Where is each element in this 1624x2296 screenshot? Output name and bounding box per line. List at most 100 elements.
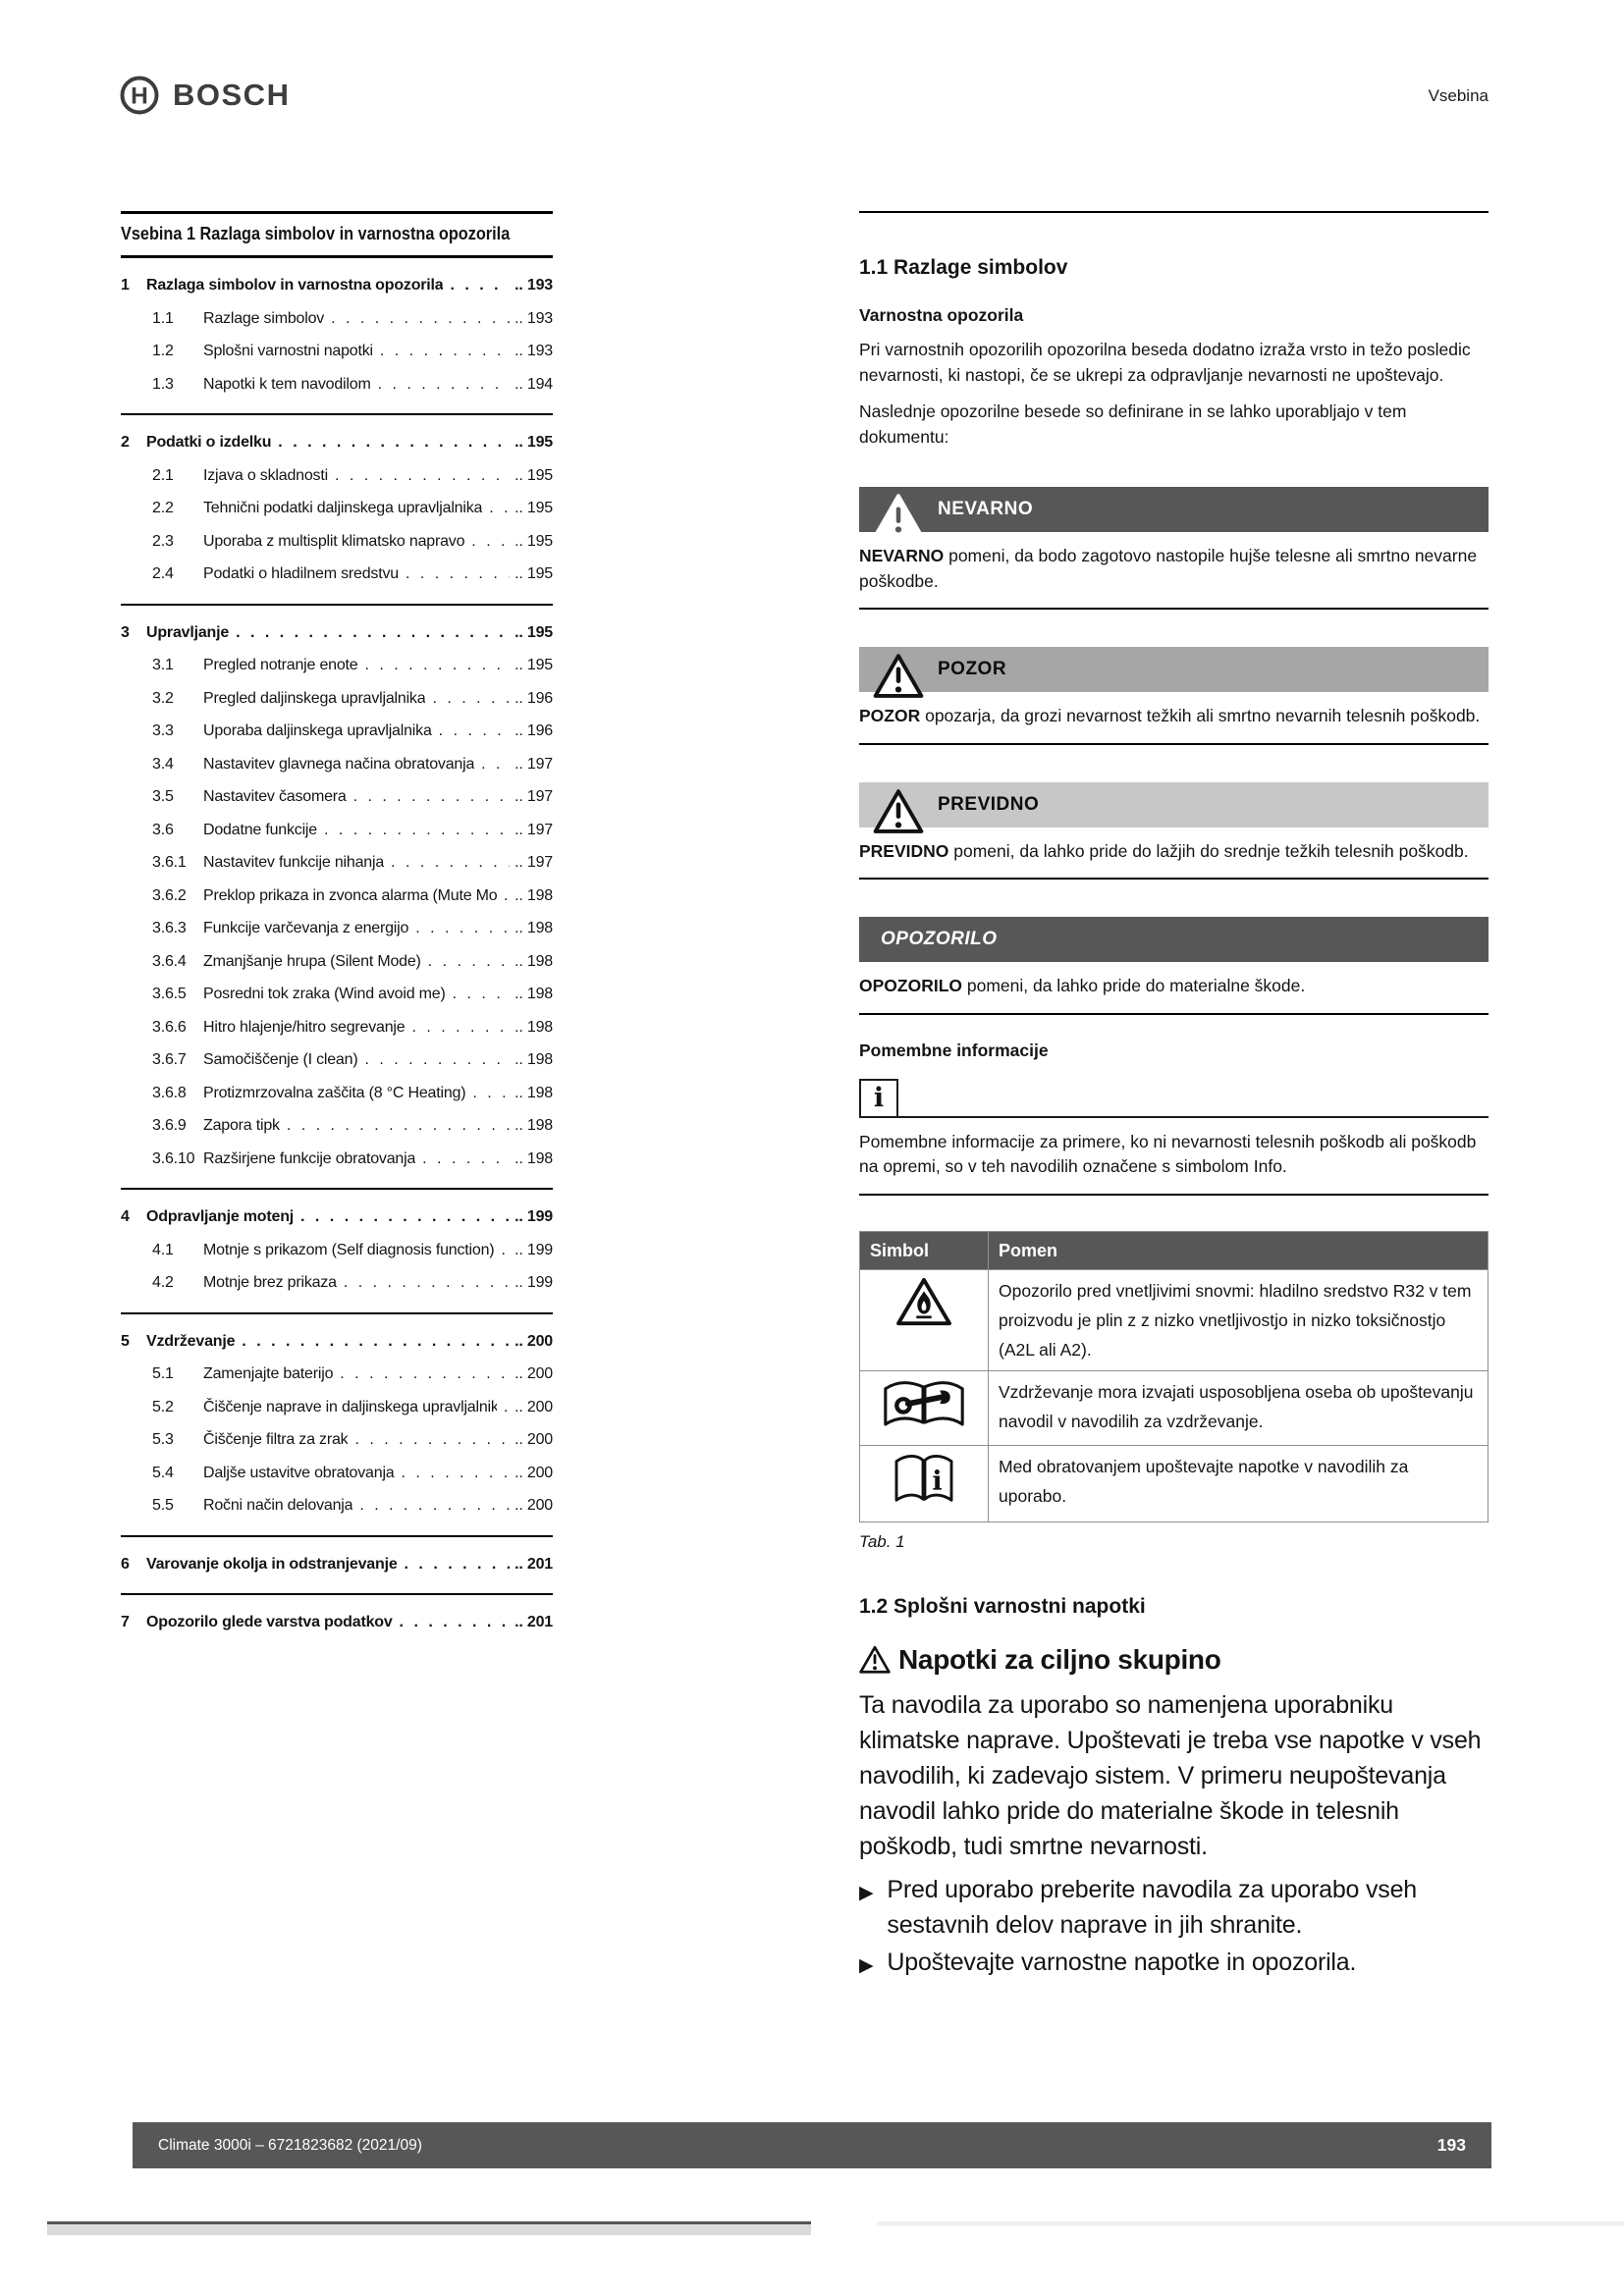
warning-triangle-icon	[859, 1645, 891, 1674]
toc-entry[interactable]: 5.1 Zamenjajte baterijo 200	[121, 1358, 553, 1391]
warning-block: POZOR POZOR opozarja, da grozi nevarnost…	[859, 647, 1489, 745]
toc-entry-title: Razlaga simbolov in varnostna opozorila	[146, 277, 444, 294]
toc-entry[interactable]: 3.6.8 Protizmrzovalna zaščita (8 °C Heat…	[121, 1077, 553, 1110]
toc-entry[interactable]: 3.6.6 Hitro hlajenje/hitro segrevanje 19…	[121, 1011, 553, 1044]
toc-entry-number: 4	[121, 1208, 130, 1225]
toc-subentries: 1.1 Razlage simbolov 193 1.2 Splošni var…	[121, 302, 553, 401]
warning-banner: PREVIDNO	[859, 781, 1489, 833]
toc-entry[interactable]: 7 Opozorilo glede varstva podatkov 201	[121, 1606, 553, 1639]
toc-leader-dots	[300, 1201, 510, 1234]
toc-entry-title: Napotki k tem navodilom	[203, 375, 371, 393]
toc-entry[interactable]: 3.6.10 Razširjene funkcije obratovanja 1…	[121, 1143, 553, 1176]
meaning-cell: Med obratovanjem upoštevajte napotke v n…	[988, 1444, 1489, 1522]
toc-entry[interactable]: 2.4 Podatki o hladilnem sredstvu 195	[121, 558, 553, 591]
toc-entry-title: Opozorilo glede varstva podatkov	[146, 1614, 393, 1630]
toc-leader-dots	[242, 1325, 510, 1359]
toc-entry[interactable]: 5 Vzdrževanje 200	[121, 1325, 553, 1359]
toc-leader-dots	[472, 1077, 510, 1110]
toc-entry-number: 2	[121, 434, 130, 451]
toc-entry[interactable]: 3.6 Dodatne funkcije 197	[121, 814, 553, 847]
table-of-contents: 1 Razlaga simbolov in varnostna opozoril…	[121, 258, 553, 1652]
toc-entry-number: 1.3	[152, 375, 174, 393]
table-row: i Vzdrževanje mora izvajati usposobljena…	[859, 1369, 1489, 1446]
next-page-edge	[47, 2221, 811, 2235]
toc-entry[interactable]: 3.6.4 Zmanjšanje hrupa (Silent Mode) 198	[121, 945, 553, 979]
toc-entry-title: Čiščenje filtra za zrak	[203, 1431, 349, 1448]
toc-leader-dots	[380, 335, 510, 368]
toc-entry-number: 1	[121, 277, 130, 294]
toc-entry-page: 194	[514, 368, 553, 401]
paragraph: Naslednje opozorilne besede so definiran…	[859, 401, 1407, 447]
toc-entry-number: 5	[121, 1332, 130, 1350]
toc-entry[interactable]: 2.3 Uporaba z multisplit klimatsko napra…	[121, 525, 553, 559]
toc-entry-title: Varovanje okolja in odstranjevanje	[146, 1555, 398, 1573]
toc-entry[interactable]: 1 Razlaga simbolov in varnostna opozoril…	[121, 269, 553, 302]
toc-leader-dots	[489, 492, 510, 525]
toc-entry[interactable]: 5.2 Čiščenje naprave in daljinskega upra…	[121, 1391, 553, 1424]
toc-entry-page: 193	[514, 335, 553, 368]
target-group-heading-text: Napotki za ciljno skupino	[898, 1643, 1221, 1675]
toc-entry-number: 3.6.9	[152, 1117, 187, 1134]
toc-entry[interactable]: 2 Podatki o izdelku 195	[121, 426, 553, 459]
page-footer: Climate 3000i – 6721823682 (2021/09) 193	[133, 2122, 1491, 2168]
toc-leader-dots	[287, 1109, 510, 1143]
toc-entry[interactable]: 2.2 Tehnični podatki daljinskega upravlj…	[121, 492, 553, 525]
toc-entry[interactable]: 1.2 Splošni varnostni napotki 193	[121, 335, 553, 368]
toc-entry[interactable]: 5.3 Čiščenje filtra za zrak 200	[121, 1423, 553, 1457]
toc-entry-page: 198	[514, 1077, 553, 1110]
toc-entry[interactable]: 5.4 Daljše ustavitve obratovanja 200	[121, 1457, 553, 1490]
toc-leader-dots	[504, 880, 510, 913]
toc-entry-page: 201	[514, 1548, 553, 1581]
toc-entry-number: 3.5	[152, 788, 174, 805]
toc-entry[interactable]: 4.2 Motnje brez prikaza 199	[121, 1266, 553, 1300]
toc-entry-page: 198	[514, 1011, 553, 1044]
toc-entry[interactable]: 3.6.1 Nastavitev funkcije nihanja 197	[121, 846, 553, 880]
toc-chapter-block: 5 Vzdrževanje 200 5.1 Zamenjajte baterij…	[121, 1314, 553, 1537]
toc-entry[interactable]: 3.6.9 Zapora tipk 198	[121, 1109, 553, 1143]
toc-entry[interactable]: 3 Upravljanje 195	[121, 616, 553, 650]
toc-entry[interactable]: 4 Odpravljanje motenj 199	[121, 1201, 553, 1234]
warning-explanation: POZOR opozarja, da grozi nevarnost težki…	[859, 706, 1481, 725]
toc-entry[interactable]: 3.2 Pregled daljinskega upravljalnika 19…	[121, 682, 553, 716]
toc-entry-title: Zamenjajte baterijo	[203, 1365, 334, 1382]
toc-entry[interactable]: 1.3 Napotki k tem navodilom 194	[121, 368, 553, 401]
warning-triangle-icon	[873, 654, 924, 698]
toc-entry-title: Motnje brez prikaza	[203, 1274, 337, 1291]
toc-entry[interactable]: 1.1 Razlage simbolov 193	[121, 302, 553, 336]
toc-entry-number: 5.4	[152, 1464, 174, 1481]
toc-entry-title: Podatki o izdelku	[146, 434, 272, 451]
toc-leader-dots	[335, 459, 510, 493]
toc-entry-title: Čiščenje naprave in daljinskega upravlja…	[203, 1398, 497, 1415]
toc-entry-page: 200	[514, 1358, 553, 1391]
toc-entry[interactable]: 3.3 Uporaba daljinskega upravljalnika 19…	[121, 715, 553, 748]
toc-leader-dots	[331, 302, 510, 336]
toc-entry-title: Pregled notranje enote	[203, 657, 358, 673]
toc-subentries: 4.1 Motnje s prikazom (Self diagnosis fu…	[121, 1234, 553, 1300]
toc-entry[interactable]: 4.1 Motnje s prikazom (Self diagnosis fu…	[121, 1234, 553, 1267]
toc-leader-dots	[344, 1266, 510, 1300]
target-group-paragraph: Ta navodila za uporabo so namenjena upor…	[859, 1690, 1482, 1860]
toc-entry[interactable]: 3.1 Pregled notranje enote 195	[121, 649, 553, 682]
toc-entry-page: 199	[514, 1234, 553, 1267]
toc-entry[interactable]: 5.5 Ročni način delovanja 200	[121, 1489, 553, 1522]
toc-leader-dots	[278, 426, 510, 459]
toc-entry[interactable]: 3.4 Nastavitev glavnega načina obratovan…	[121, 748, 553, 781]
toc-entry-page: 195	[514, 558, 553, 591]
toc-entry-number: 3.6.5	[152, 986, 187, 1002]
divider	[859, 742, 1489, 745]
toc-entry[interactable]: 3.5 Nastavitev časomera 197	[121, 780, 553, 814]
toc-entry[interactable]: 3.6.2 Preklop prikaza in zvonca alarma (…	[121, 880, 553, 913]
toc-entry[interactable]: 3.6.3 Funkcije varčevanja z energijo 198	[121, 912, 553, 945]
toc-entry[interactable]: 3.6.5 Posredni tok zraka (Wind avoid me)…	[121, 978, 553, 1011]
column-top-rule	[859, 211, 1489, 213]
symbol-table-body: i Opozorilo pred vnetljivimi snovmi: hla…	[859, 1268, 1489, 1522]
toc-entry-page: 196	[514, 715, 553, 748]
toc-entry[interactable]: 2.1 Izjava o skladnosti 195	[121, 459, 553, 493]
toc-entry[interactable]: 6 Varovanje okolja in odstranjevanje 201	[121, 1548, 553, 1581]
toc-entry-page: 198	[514, 978, 553, 1011]
brand-wordmark: BOSCH	[173, 78, 291, 112]
toc-entry-title: Nastavitev glavnega načina obratovanja	[203, 755, 475, 773]
toc-entry-number: 5.1	[152, 1365, 174, 1382]
toc-entry[interactable]: 3.6.7 Samočiščenje (I clean) 198	[121, 1043, 553, 1077]
toc-entry-number: 3.6.1	[152, 854, 187, 871]
